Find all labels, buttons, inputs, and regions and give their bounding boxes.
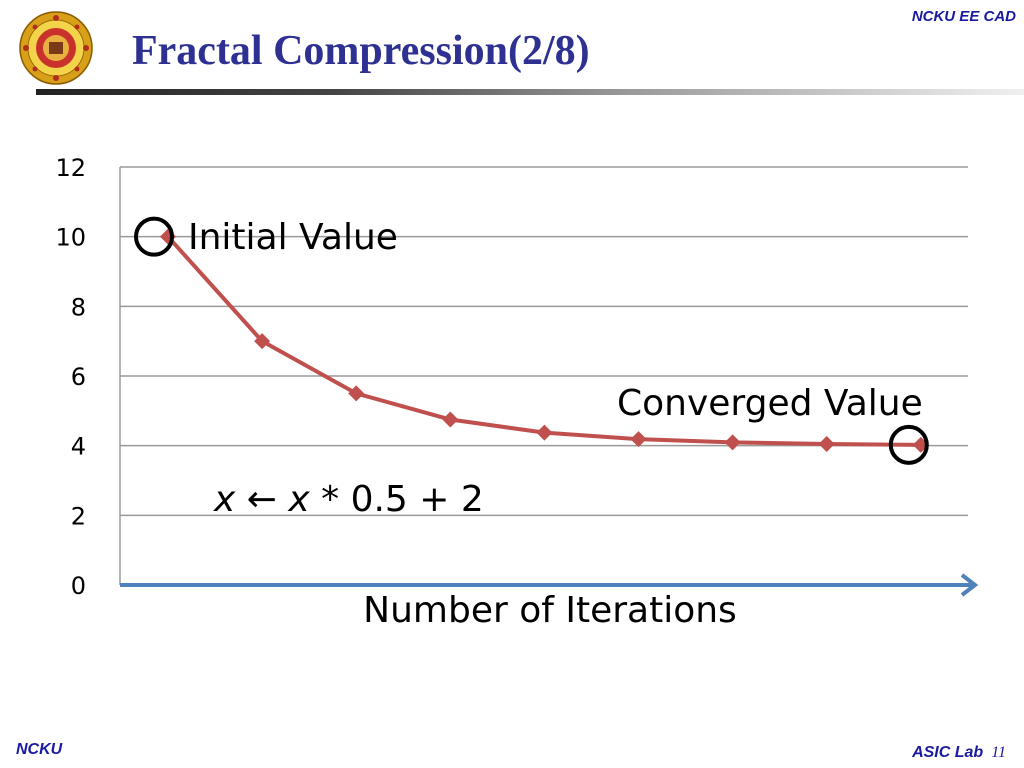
y-tick-label: 4	[71, 433, 86, 461]
data-point	[724, 434, 741, 451]
initial-value-circle	[134, 216, 174, 257]
title-divider	[36, 89, 1024, 95]
converged-value-label: Converged Value	[617, 383, 923, 424]
x-axis-label: Number of Iterations	[363, 590, 737, 631]
y-tick-label: 2	[71, 502, 86, 530]
data-point	[442, 411, 459, 428]
x-axis-arrow	[120, 573, 979, 597]
y-tick-labels: 0 2 4 6 8 10 12	[55, 154, 86, 600]
formula-rest: * 0.5 + 2	[310, 479, 484, 520]
formula-var: x	[213, 479, 236, 520]
data-point	[630, 431, 647, 448]
university-seal-icon	[18, 10, 94, 86]
page-title: Fractal Compression(2/8)	[132, 28, 590, 74]
header-org-label: NCKU EE CAD	[911, 8, 1016, 25]
converged-value-circle	[888, 424, 929, 465]
footer-lab-name: ASIC Lab	[912, 744, 984, 761]
data-point	[348, 385, 365, 402]
y-tick-label: 6	[71, 363, 86, 391]
y-tick-label: 10	[55, 224, 86, 252]
formula-arrow: ←	[235, 479, 288, 520]
footer-lab-label: ASIC Lab 11	[912, 744, 1006, 762]
page-number: 11	[991, 744, 1006, 761]
gridlines	[120, 166, 968, 517]
formula-var-2: x	[287, 479, 310, 520]
y-tick-label: 12	[55, 154, 86, 182]
data-point	[818, 436, 835, 453]
initial-value-label: Initial Value	[188, 217, 398, 258]
formula-label: x ← x * 0.5 + 2	[213, 479, 484, 520]
data-point	[254, 333, 271, 350]
y-tick-label: 0	[71, 572, 86, 600]
y-tick-label: 8	[71, 293, 86, 321]
data-point	[536, 424, 553, 441]
footer-org-label: NCKU	[16, 741, 63, 758]
